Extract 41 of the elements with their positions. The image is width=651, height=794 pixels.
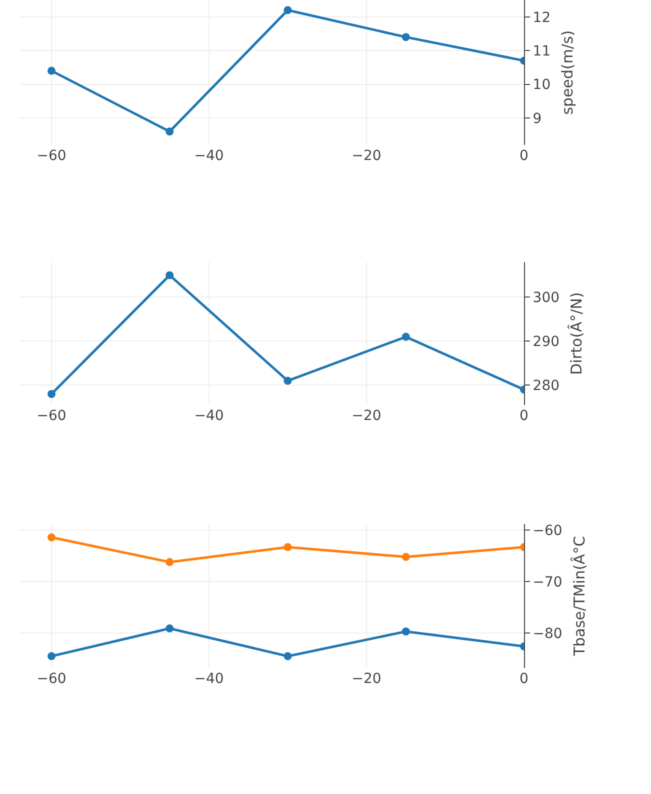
point (48, 533, 56, 542)
x-tick-label: −20 (352, 148, 382, 164)
y-axis-title: speed(m/s) (558, 30, 577, 115)
y-tick-label: −80 (532, 626, 562, 642)
point (48, 66, 56, 75)
point (284, 6, 292, 14)
y-axis-title: Tbase/TMin(Â°C (570, 536, 588, 657)
y-axis-title: Dirto(Â°/N) (568, 292, 586, 375)
y-tick-label: 11 (532, 43, 551, 60)
point (48, 390, 56, 398)
point (166, 558, 174, 566)
point (284, 543, 292, 552)
y-tick-label: 280 (532, 378, 560, 394)
x-tick-label: −40 (194, 148, 224, 164)
x-tick-label: −40 (194, 408, 224, 424)
x-tick-label: 0 (520, 408, 528, 424)
point (166, 624, 174, 632)
point (284, 652, 292, 660)
y-tick-label: −60 (532, 523, 562, 540)
point (284, 376, 292, 385)
x-tick-label: −60 (36, 148, 66, 164)
y-tick-label: 300 (532, 290, 560, 306)
point (402, 33, 410, 42)
x-tick-label: −40 (194, 671, 224, 687)
x-tick-label: −60 (36, 671, 66, 687)
y-tick-label: 10 (532, 77, 551, 94)
y-tick-label: 9 (532, 110, 542, 127)
point (402, 332, 410, 341)
x-tick-label: −20 (352, 671, 382, 687)
x-tick-label: −20 (352, 408, 382, 424)
x-tick-label: 0 (520, 671, 528, 687)
point (166, 128, 174, 136)
y-tick-label: −70 (532, 574, 562, 590)
x-tick-label: −60 (36, 408, 66, 424)
y-tick-label: 290 (532, 334, 560, 350)
point (48, 652, 56, 660)
point (402, 627, 410, 636)
point (166, 271, 174, 280)
x-tick-label: 0 (520, 148, 528, 164)
point (402, 552, 410, 561)
y-tick-label: 12 (532, 10, 551, 26)
